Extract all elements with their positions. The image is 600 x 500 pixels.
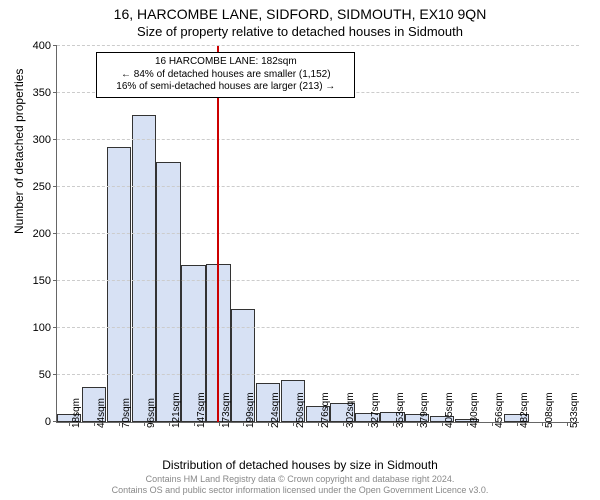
x-tick-mark: [368, 422, 369, 426]
y-tick-label: 300: [33, 134, 57, 146]
y-tick-mark: [53, 421, 57, 422]
y-tick-label: 250: [33, 181, 57, 193]
x-tick-label: 147sqm: [196, 392, 207, 428]
x-tick-label: 430sqm: [469, 392, 480, 428]
title-subtitle: Size of property relative to detached ho…: [0, 24, 600, 39]
y-tick-label: 150: [33, 275, 57, 287]
x-tick-mark: [567, 422, 568, 426]
y-tick-label: 350: [33, 87, 57, 99]
x-tick-label: 508sqm: [544, 392, 555, 428]
gridline: [57, 186, 579, 187]
x-tick-label: 533sqm: [569, 392, 580, 428]
y-tick-label: 400: [33, 40, 57, 52]
gridline: [57, 327, 579, 328]
x-tick-label: 379sqm: [419, 392, 430, 428]
reference-line: [217, 46, 219, 422]
x-axis-label: Distribution of detached houses by size …: [0, 458, 600, 472]
x-tick-label: 18sqm: [71, 398, 82, 428]
footer-line1: Contains HM Land Registry data © Crown c…: [0, 474, 600, 485]
x-tick-mark: [467, 422, 468, 426]
x-tick-mark: [542, 422, 543, 426]
y-axis-label: Number of detached properties: [12, 69, 26, 234]
gridline: [57, 233, 579, 234]
x-tick-label: 70sqm: [121, 398, 132, 428]
x-tick-label: 250sqm: [295, 392, 306, 428]
histogram-bar: [107, 147, 131, 422]
x-tick-mark: [393, 422, 394, 426]
x-tick-mark: [169, 422, 170, 426]
y-tick-mark: [53, 45, 57, 46]
x-tick-label: 353sqm: [395, 392, 406, 428]
y-tick-mark: [53, 374, 57, 375]
y-tick-mark: [53, 92, 57, 93]
gridline: [57, 374, 579, 375]
y-tick-label: 0: [45, 416, 57, 428]
x-tick-label: 405sqm: [444, 392, 455, 428]
x-tick-mark: [517, 422, 518, 426]
title-address: 16, HARCOMBE LANE, SIDFORD, SIDMOUTH, EX…: [0, 6, 600, 22]
plot-area: 05010015020025030035040018sqm44sqm70sqm9…: [56, 46, 579, 423]
histogram-bar: [132, 115, 156, 422]
x-tick-mark: [343, 422, 344, 426]
y-tick-mark: [53, 233, 57, 234]
x-tick-mark: [293, 422, 294, 426]
footer-line2: Contains OS and public sector informatio…: [0, 485, 600, 496]
gridline: [57, 280, 579, 281]
property-size-histogram: 16, HARCOMBE LANE, SIDFORD, SIDMOUTH, EX…: [0, 0, 600, 500]
annot-line1: 16 HARCOMBE LANE: 182sqm: [103, 56, 348, 69]
y-tick-label: 200: [33, 228, 57, 240]
attribution-footer: Contains HM Land Registry data © Crown c…: [0, 474, 600, 496]
annot-line2: ← 84% of detached houses are smaller (1,…: [103, 69, 348, 82]
annotation-callout: 16 HARCOMBE LANE: 182sqm← 84% of detache…: [96, 52, 355, 98]
y-tick-mark: [53, 139, 57, 140]
x-tick-label: 456sqm: [494, 392, 505, 428]
x-tick-label: 276sqm: [320, 392, 331, 428]
y-tick-mark: [53, 280, 57, 281]
y-tick-label: 100: [33, 322, 57, 334]
gridline: [57, 139, 579, 140]
x-tick-label: 327sqm: [370, 392, 381, 428]
x-tick-mark: [219, 422, 220, 426]
x-tick-label: 44sqm: [96, 398, 107, 428]
x-tick-mark: [194, 422, 195, 426]
bars-layer: [57, 46, 579, 422]
annot-line3: 16% of semi-detached houses are larger (…: [103, 81, 348, 94]
x-tick-label: 224sqm: [270, 392, 281, 428]
histogram-bar: [156, 162, 180, 422]
x-tick-mark: [318, 422, 319, 426]
x-tick-label: 199sqm: [245, 392, 256, 428]
x-tick-mark: [119, 422, 120, 426]
x-tick-label: 302sqm: [345, 392, 356, 428]
x-tick-label: 173sqm: [221, 392, 232, 428]
x-tick-mark: [144, 422, 145, 426]
x-tick-label: 121sqm: [171, 392, 182, 428]
chart-title: 16, HARCOMBE LANE, SIDFORD, SIDMOUTH, EX…: [0, 6, 600, 39]
y-tick-mark: [53, 327, 57, 328]
y-tick-label: 50: [39, 369, 57, 381]
y-tick-mark: [53, 186, 57, 187]
x-tick-label: 96sqm: [146, 398, 157, 428]
gridline: [57, 45, 579, 46]
x-tick-mark: [492, 422, 493, 426]
x-tick-label: 482sqm: [519, 392, 530, 428]
